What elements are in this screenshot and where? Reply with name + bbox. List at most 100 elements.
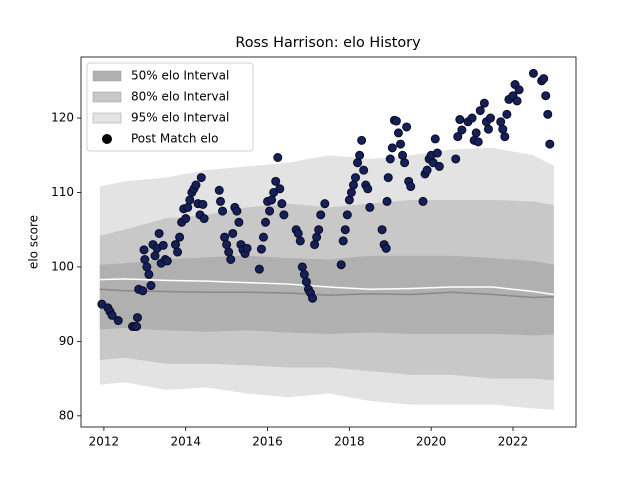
point [475, 106, 485, 116]
point [301, 277, 311, 287]
point [299, 269, 309, 279]
point [267, 195, 277, 205]
point [430, 134, 440, 144]
point [224, 247, 234, 257]
point [277, 199, 287, 209]
point [220, 232, 230, 242]
elo-line [99, 278, 555, 296]
legend-label: 95% elo Interval [131, 111, 229, 125]
point [359, 165, 369, 175]
point [406, 182, 416, 192]
point [471, 128, 481, 138]
elo-line [99, 288, 554, 299]
point [467, 113, 477, 123]
point [308, 293, 318, 303]
point [451, 154, 461, 164]
point [473, 137, 483, 147]
point [383, 173, 393, 183]
point [385, 154, 395, 164]
point [381, 243, 391, 253]
point [391, 116, 401, 126]
point [173, 247, 183, 257]
point [314, 225, 324, 235]
point [357, 135, 367, 145]
point [256, 244, 266, 254]
legend-label: 80% elo Interval [131, 90, 229, 104]
point [387, 143, 397, 153]
chart-title: Ross Harrison: elo History [235, 35, 421, 51]
point [348, 180, 358, 190]
y-tick-label: 80 [59, 408, 74, 422]
point [351, 173, 360, 183]
y-tick-label: 100 [51, 259, 74, 273]
y-tick-label: 120 [51, 111, 74, 125]
point [273, 153, 283, 163]
point [418, 196, 428, 206]
point [196, 173, 206, 183]
point [226, 254, 236, 264]
point [502, 109, 512, 119]
point [514, 85, 524, 95]
point [183, 202, 193, 212]
point [500, 132, 510, 142]
point [142, 262, 152, 272]
point [175, 232, 185, 242]
point [344, 195, 354, 205]
x-tick-label: 2016 [252, 435, 283, 449]
point [242, 243, 252, 253]
point [234, 217, 244, 227]
point [185, 195, 195, 205]
point [132, 321, 142, 331]
x-tick-label: 2018 [334, 435, 365, 449]
point [146, 281, 156, 291]
point [541, 91, 551, 101]
axes-frame [80, 56, 577, 428]
point [528, 68, 538, 78]
point [218, 206, 228, 216]
point [216, 196, 225, 206]
point [512, 96, 522, 106]
point [346, 187, 356, 197]
point [398, 150, 408, 160]
point [297, 262, 307, 272]
point [222, 240, 232, 250]
point [402, 122, 412, 132]
point [365, 202, 375, 212]
point [181, 214, 191, 224]
legend-box [86, 62, 254, 152]
point [320, 199, 330, 209]
legend-swatch [92, 112, 122, 124]
point [214, 185, 224, 195]
point [432, 148, 442, 158]
point [543, 109, 553, 119]
point [198, 199, 208, 209]
x-tick-label: 2012 [89, 435, 120, 449]
point [271, 176, 281, 186]
point [140, 254, 150, 264]
point [498, 124, 508, 134]
point [539, 74, 549, 84]
legend-label: 50% elo Interval [131, 69, 229, 83]
point [382, 196, 392, 206]
y-axis-label: elo score [27, 215, 41, 269]
point [162, 256, 172, 266]
point [434, 161, 444, 171]
point [158, 240, 168, 250]
point [377, 225, 387, 235]
point [545, 139, 555, 149]
point [138, 286, 148, 296]
point [455, 115, 465, 125]
point [422, 165, 432, 175]
point [338, 236, 348, 246]
y-tick-label: 90 [59, 334, 74, 348]
point [457, 125, 467, 135]
point [355, 150, 365, 160]
point [316, 210, 326, 220]
point [232, 206, 242, 216]
point [396, 139, 405, 149]
point [144, 269, 154, 279]
point [254, 264, 264, 274]
point [496, 117, 506, 127]
point [342, 210, 352, 220]
